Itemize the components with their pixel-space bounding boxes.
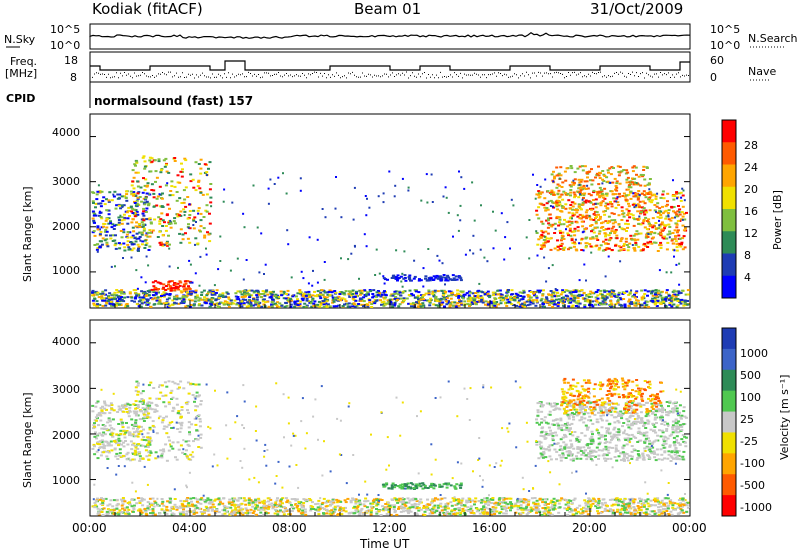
- power-colorbar-swatch-4: [722, 209, 736, 232]
- velocity-ytick-3000: 3000: [52, 383, 80, 396]
- freq-tick-top: 18: [64, 54, 78, 67]
- freq-label: Freq.: [10, 55, 38, 68]
- velocity-cbar-tick-100: 100: [740, 391, 761, 404]
- xtick-2400: 00:00: [672, 521, 707, 535]
- power-colorbar-frame: [721, 119, 737, 299]
- nsky-tick-top: 10^5: [50, 23, 81, 36]
- xlabel: Time UT: [360, 537, 410, 551]
- power-colorbar-swatch-7: [722, 275, 736, 299]
- velocity-cbar-tick-neg1000: -1000: [740, 501, 772, 514]
- velocity-colorbar-swatch-4: [722, 411, 736, 433]
- power-cbar-tick-28: 28: [744, 139, 758, 152]
- nave-tick-top: 60: [710, 54, 724, 67]
- velocity-colorbar-frame: [721, 327, 737, 517]
- power-cbar-tick-4: 4: [744, 271, 751, 284]
- power-ytick-3000: 3000: [52, 175, 80, 188]
- power-colorbar-swatch-5: [722, 231, 736, 254]
- xtick-0000: 00:00: [72, 521, 107, 535]
- velocity-colorbar-swatch-2: [722, 369, 736, 392]
- freq-unit-label: [MHz]: [5, 67, 38, 80]
- velocity-evening-orange: [560, 377, 663, 415]
- velocity-ytick-1000: 1000: [52, 474, 80, 487]
- xtick-0800: 08:00: [272, 521, 307, 535]
- xtick-1600: 16:00: [472, 521, 507, 535]
- power-cbar-tick-12: 12: [744, 227, 758, 240]
- nsearch-label: N.Search: [748, 32, 798, 45]
- freq-panel-frame: [89, 51, 691, 83]
- velocity-cbar-tick-neg100: -100: [740, 457, 765, 470]
- power-cbar-tick-20: 20: [744, 183, 758, 196]
- velocity-colorbar-swatch-3: [722, 390, 736, 413]
- power-cbar-tick-24: 24: [744, 161, 758, 174]
- nsearch-tick-top: 10^5: [710, 23, 741, 36]
- freq-tick-bottom: 8: [70, 71, 77, 84]
- power-ytick-2000: 2000: [52, 220, 80, 233]
- velocity-cbar-label: Velocity [m s⁻¹]: [778, 374, 791, 460]
- power-cbar-tick-8: 8: [744, 249, 751, 262]
- power-sparse-scatter: [92, 170, 686, 292]
- velocity-0300-patch: [130, 380, 203, 462]
- velocity-cbar-tick-neg25: -25: [740, 435, 758, 448]
- velocity-evening-patch: [535, 400, 688, 462]
- velocity-colorbar-swatch-6: [722, 453, 736, 475]
- power-early-patch: [91, 190, 153, 252]
- power-cbar-label: Power [dB]: [771, 190, 784, 250]
- velocity-ytick-2000: 2000: [52, 429, 80, 442]
- power-ytick-1000: 1000: [52, 264, 80, 277]
- date-title: 31/Oct/2009: [590, 0, 684, 18]
- cpid-value: normalsound (fast) 157: [94, 94, 254, 108]
- velocity-panel-frame: [89, 319, 691, 517]
- velocity-sparse-scatter: [92, 380, 686, 502]
- power-colorbar-swatch-0: [722, 120, 736, 143]
- velocity-colorbar-swatch-1: [722, 348, 736, 371]
- station-title: Kodiak (fitACF): [92, 0, 203, 18]
- velocity-colorbar-swatch-5: [722, 432, 736, 454]
- velocity-cbar-tick-500: 500: [740, 369, 761, 382]
- velocity-colorbar-swatch-7: [722, 474, 736, 496]
- power-0300-patch: [130, 155, 213, 247]
- xtick-1200: 12:00: [372, 521, 407, 535]
- nsky-label: N.Sky: [4, 33, 36, 46]
- power-colorbar-swatch-2: [722, 164, 736, 188]
- nsky-trace: [89, 31, 691, 39]
- power-ytick-4000: 4000: [52, 126, 80, 139]
- velocity-cbar-tick-25: 25: [740, 413, 754, 426]
- power-evening-upper: [550, 165, 653, 197]
- power-evening-patch: [535, 190, 688, 252]
- nave-dots: [92, 71, 689, 79]
- velocity-colorbar-swatch-8: [722, 495, 736, 517]
- beam-title: Beam 01: [354, 0, 422, 18]
- velocity-colorbar-swatch-0: [722, 328, 736, 350]
- power-colorbar-swatch-3: [722, 186, 736, 210]
- xtick-0400: 04:00: [172, 521, 207, 535]
- power-ylabel: Slant Range [km]: [21, 186, 34, 282]
- velocity-ytick-4000: 4000: [52, 335, 80, 348]
- power-midday-band: [382, 274, 463, 282]
- power-colorbar-swatch-6: [722, 253, 736, 277]
- nsearch-tick-bottom: 10^0: [710, 39, 741, 52]
- velocity-cbar-tick-1000: 1000: [740, 347, 768, 360]
- velocity-early-patch: [91, 400, 153, 462]
- velocity-midday-band: [381, 482, 463, 490]
- nsky-tick-bottom: 10^0: [50, 39, 81, 52]
- velocity-near-range-band: [91, 497, 690, 516]
- velocity-cbar-tick-neg500: -500: [740, 479, 765, 492]
- xtick-2000: 20:00: [572, 521, 607, 535]
- power-colorbar-swatch-1: [722, 142, 736, 165]
- power-0300-near-red: [150, 280, 193, 292]
- nave-tick-bottom: 0: [710, 71, 717, 84]
- cpid-label: CPID: [6, 92, 36, 105]
- frequency-trace: [90, 60, 690, 71]
- velocity-ylabel: Slant Range [km]: [21, 392, 34, 488]
- power-cbar-tick-16: 16: [744, 205, 758, 218]
- nave-label: Nave: [748, 65, 777, 78]
